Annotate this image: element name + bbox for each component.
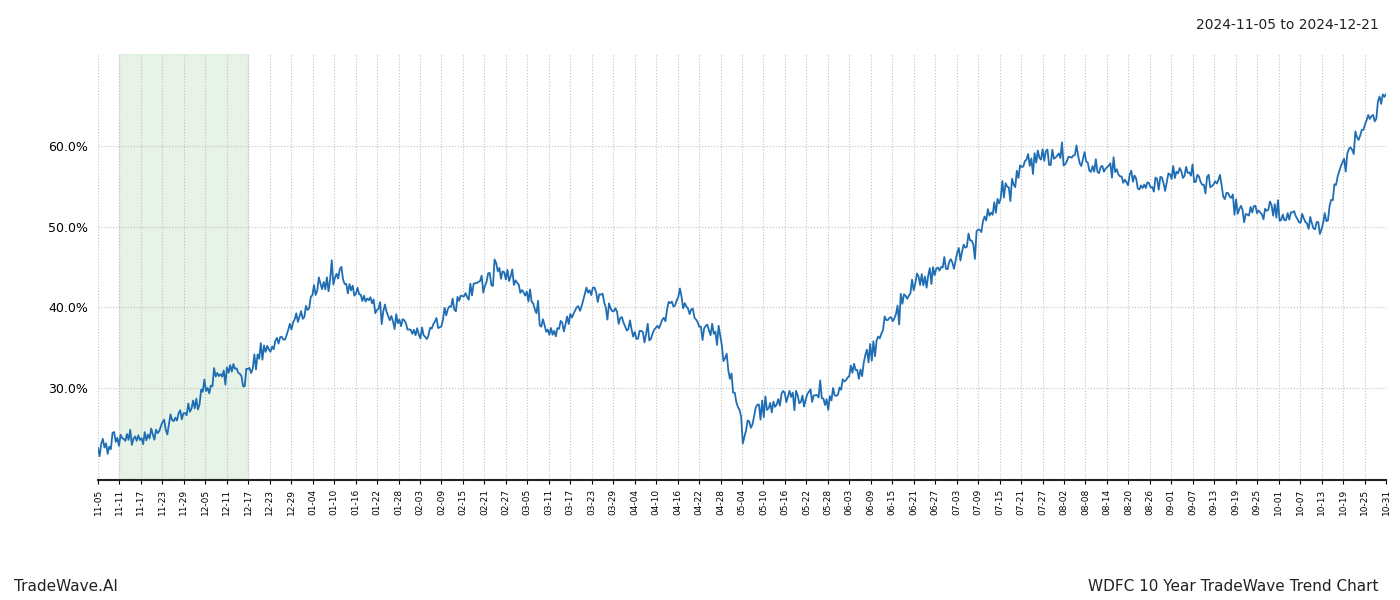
- Text: WDFC 10 Year TradeWave Trend Chart: WDFC 10 Year TradeWave Trend Chart: [1089, 579, 1379, 594]
- Text: TradeWave.AI: TradeWave.AI: [14, 579, 118, 594]
- Bar: [119, 54, 248, 480]
- Text: 2024-11-05 to 2024-12-21: 2024-11-05 to 2024-12-21: [1196, 18, 1379, 32]
